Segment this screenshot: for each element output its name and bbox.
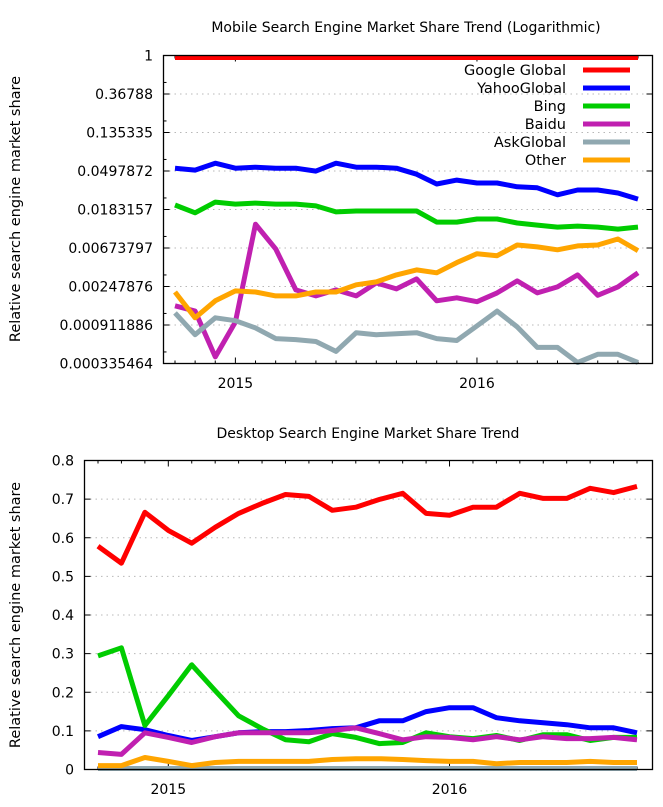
desktop-series-google-global — [96, 483, 638, 566]
legend-label-bing: Bing — [534, 99, 566, 115]
y-tick-label: 0.000911886 — [59, 318, 153, 334]
mobile-series — [173, 55, 640, 365]
y-tick-label: 0.00673797 — [68, 241, 153, 257]
mobile-y-axis-label: Relative search engine market share — [8, 76, 24, 342]
mobile-chart: Mobile Search Engine Market Share Trend … — [8, 20, 654, 392]
y-tick-label: 0.000335464 — [59, 357, 153, 373]
desktop-series — [96, 483, 638, 771]
y-tick-label: 0.1 — [52, 724, 74, 740]
desktop-y-axis-label: Relative search engine market share — [8, 482, 24, 748]
legend-label-google-global: Google Global — [464, 63, 566, 79]
x-tick-label: 2015 — [150, 782, 186, 798]
legend-label-yahooglobal: YahooGlobal — [476, 81, 566, 97]
desktop-series-baidu — [97, 725, 638, 757]
y-tick-label: 0 — [65, 763, 74, 779]
legend-label-askglobal: AskGlobal — [494, 135, 566, 151]
mobile-plot-frame — [162, 54, 654, 365]
legend-label-other: Other — [525, 153, 566, 169]
mobile-chart-title: Mobile Search Engine Market Share Trend … — [211, 20, 600, 36]
mobile-series-baidu — [174, 221, 640, 360]
mobile-series-bing — [174, 199, 639, 232]
y-tick-label: 0.135335 — [86, 126, 153, 142]
x-tick-label: 2015 — [218, 376, 254, 392]
y-tick-label: 0.7 — [52, 492, 74, 508]
y-tick-label: 0.36788 — [95, 87, 153, 103]
y-tick-label: 0.5 — [52, 569, 74, 585]
x-tick-label: 2016 — [459, 376, 495, 392]
y-tick-label: 0.00247876 — [68, 280, 153, 296]
desktop-plot-frame — [83, 459, 654, 771]
y-tick-label: 0.0183157 — [77, 202, 153, 218]
mobile-ticks: 1 0.36788 0.135335 0.0497872 0.0183157 0.0067… — [59, 49, 653, 392]
y-tick-label: 0.4 — [52, 608, 74, 624]
x-tick-label: 2016 — [432, 782, 468, 798]
desktop-series-other — [98, 755, 637, 769]
mobile-series-yahooglobal — [174, 160, 639, 202]
mobile-series-askglobal — [173, 308, 639, 365]
y-tick-label: 0.3 — [52, 647, 74, 663]
mobile-series-other — [173, 236, 640, 321]
y-tick-label: 0.2 — [52, 685, 74, 701]
legend-label-baidu: Baidu — [525, 117, 566, 133]
y-tick-label: 0.0497872 — [77, 164, 153, 180]
desktop-chart: Desktop Search Engine Market Share Trend… — [8, 426, 654, 798]
mobile-legend: Google Global YahooGlobal Bing Baidu AskGlob… — [464, 63, 630, 169]
y-tick-label: 0.8 — [52, 454, 74, 470]
y-tick-label: 0.6 — [52, 531, 74, 547]
desktop-chart-title: Desktop Search Engine Market Share Trend — [217, 426, 520, 442]
y-tick-label: 1 — [144, 49, 153, 65]
